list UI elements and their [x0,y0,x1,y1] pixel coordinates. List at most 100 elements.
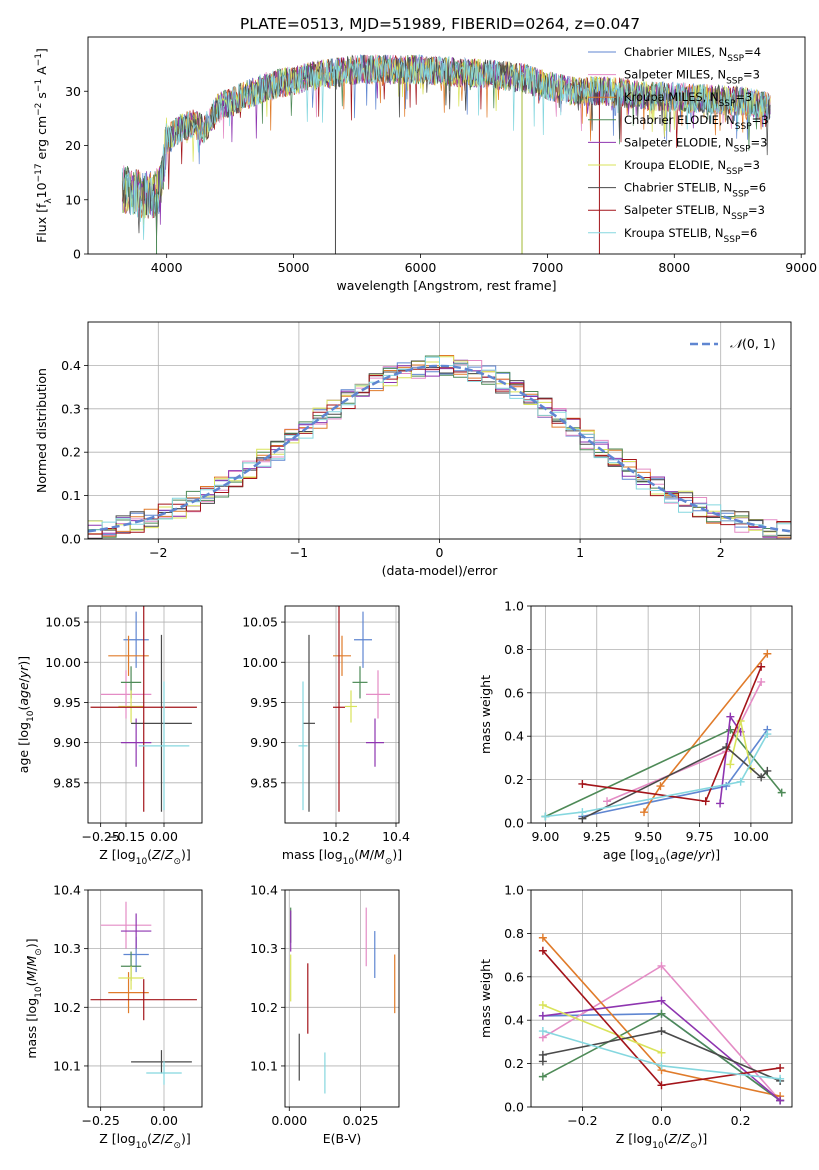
weight-marker [726,712,735,721]
chart-age_vs_mass: 10.2 10.4 9.85 9.90 9.95 10.00 10.05 mass [log1… [242,605,410,867]
y-tick-label: 20 [65,138,81,153]
legend-entry: Salpeter ELODIE, NSSP=3 [624,135,767,154]
legend-entry: Salpeter STELIB, NSSP=3 [624,203,765,222]
weight-marker [657,1048,666,1057]
label-part: SSP [719,99,736,109]
weight-marker [578,808,587,817]
y-tick-label: 0 [73,247,81,262]
plot-area [290,907,396,1094]
label-part: mass [log [282,847,343,862]
label-part: −2 [34,103,44,116]
label-part: −1 [34,53,44,66]
chart-spectrum: 4000 5000 6000 7000 8000 9000 0 10 20 30 wavelengt… [34,36,817,293]
label-part: ( [16,706,31,711]
y-tick-label: 9.90 [250,735,278,750]
y-tick-label: 9.85 [53,775,81,790]
weight-marker [603,797,612,806]
y-tick-label: 10.4 [250,883,278,898]
label-part: ⊙ [385,857,393,867]
weight-marker [538,1072,547,1081]
label-part: erg cm [34,116,49,164]
chart-weight_vs_Z: −0.2 0.0 0.20.00.20.40.60.81.0Z [log10(Z/Z… [478,883,793,1151]
label-part: Chabrier STELIB, N [624,181,732,195]
label-part: −17 [34,163,44,182]
legend-entry: Chabrier STELIB, NSSP=6 [624,181,766,200]
label-part: / [16,677,31,682]
axes-frame [284,605,400,824]
x-axis-label: Z [log10(Z/Z⊙)] [99,847,191,867]
label-part: 10 [34,182,49,198]
label-part: mass [log [24,998,39,1059]
x-tick-label: 9000 [785,260,817,275]
label-part: 10 [136,1141,148,1151]
label-part: age [670,847,694,862]
label-part: / [694,847,699,862]
y-tick-label: 0.2 [504,1056,524,1071]
y-tick-label: 10.2 [250,1000,278,1015]
label-part: age [16,682,31,706]
y-tick-label: 0.4 [504,729,524,744]
y-tick-label: 10.00 [242,655,278,670]
weight-marker [538,1050,547,1059]
weight-marker [763,766,772,775]
histogram-kroupa-stelib [88,356,791,537]
weight-marker [726,725,735,734]
weight-marker [538,1001,547,1010]
label-part: ⊙ [690,1141,698,1151]
label-part: Chabrier MILES, N [624,45,727,59]
y-tick-label: 10.05 [45,615,81,630]
label-part: SSP [732,190,749,200]
weight-marker [541,812,550,821]
y-axis-label: age [log10(age/yr)] [16,656,36,773]
label-part: Salpeter STELIB, N [624,203,731,217]
label-part: =3 [743,68,760,82]
label-part: s [34,92,49,103]
x-tick-label: 4000 [151,260,183,275]
weight-marker [657,1027,666,1036]
weight-marker [657,961,666,970]
legend-entry: Salpeter MILES, NSSP=3 [624,68,760,87]
legend-entry: 𝒩(0, 1) [730,336,776,351]
x-tick-label: −0.25 [82,829,120,844]
label-part: SSP [724,235,741,245]
histogram-salpeter-stelib [88,367,791,539]
weight-marker [640,808,649,817]
y-tick-label: 0.3 [61,401,81,416]
x-tick-label: 5000 [278,260,310,275]
y-tick-label: 0.6 [504,969,524,984]
y-tick-label: 0.2 [61,445,81,460]
label-part: yr [16,665,31,679]
weight-marker [701,797,710,806]
x-tick-label: 0.00 [150,1113,178,1128]
chart-mass_vs_EBV: 0.000 0.025 10.1 10.2 10.3 10.4 E(B-V) [250,883,400,1146]
label-part: / [161,847,166,862]
weight-marker [763,649,772,658]
chart-residuals: −2 −1 0 1 2 0.0 0.1 0.2 0.3 0.4 (data-model)/error… [34,321,792,578]
x-tick-label: −2 [149,545,167,560]
label-part: =3 [752,113,769,127]
legend-entry: Kroupa ELODIE, NSSP=3 [624,158,760,177]
figure-title: PLATE=0513, MJD=51989, FIBERID=0264, z=0… [240,15,640,33]
x-tick-label: 0.025 [343,1113,379,1128]
y-tick-label: 0.4 [61,358,81,373]
y-tick-label: 9.85 [250,775,278,790]
chart-weight_vs_age: 9.00 9.25 9.50 9.75 10.00 0.0 0.2 0.4 0.6 0.8 1.0 a… [478,599,793,867]
x-tick-label: 9.75 [686,829,714,844]
x-axis-label: Z [log10(Z/Z⊙)] [99,1131,191,1151]
label-part: 10 [34,986,44,998]
legend-entry: Chabrier MILES, NSSP=4 [624,45,761,64]
label-part: )] [697,1131,707,1146]
y-tick-label: 9.95 [250,695,278,710]
label-part: ( [665,847,670,862]
label-part: SSP [735,122,752,132]
label-part: )] [181,1131,191,1146]
label-part: M [359,847,370,862]
y-axis-label: mass [log10(M/M⊙)] [24,938,44,1058]
x-tick-label: −0.25 [82,1113,120,1128]
label-part: yr [697,847,711,862]
y-tick-label: 10.1 [53,1058,81,1073]
spectrum-line [121,54,771,240]
weight-marker [776,1063,785,1072]
weight-marker [578,779,587,788]
